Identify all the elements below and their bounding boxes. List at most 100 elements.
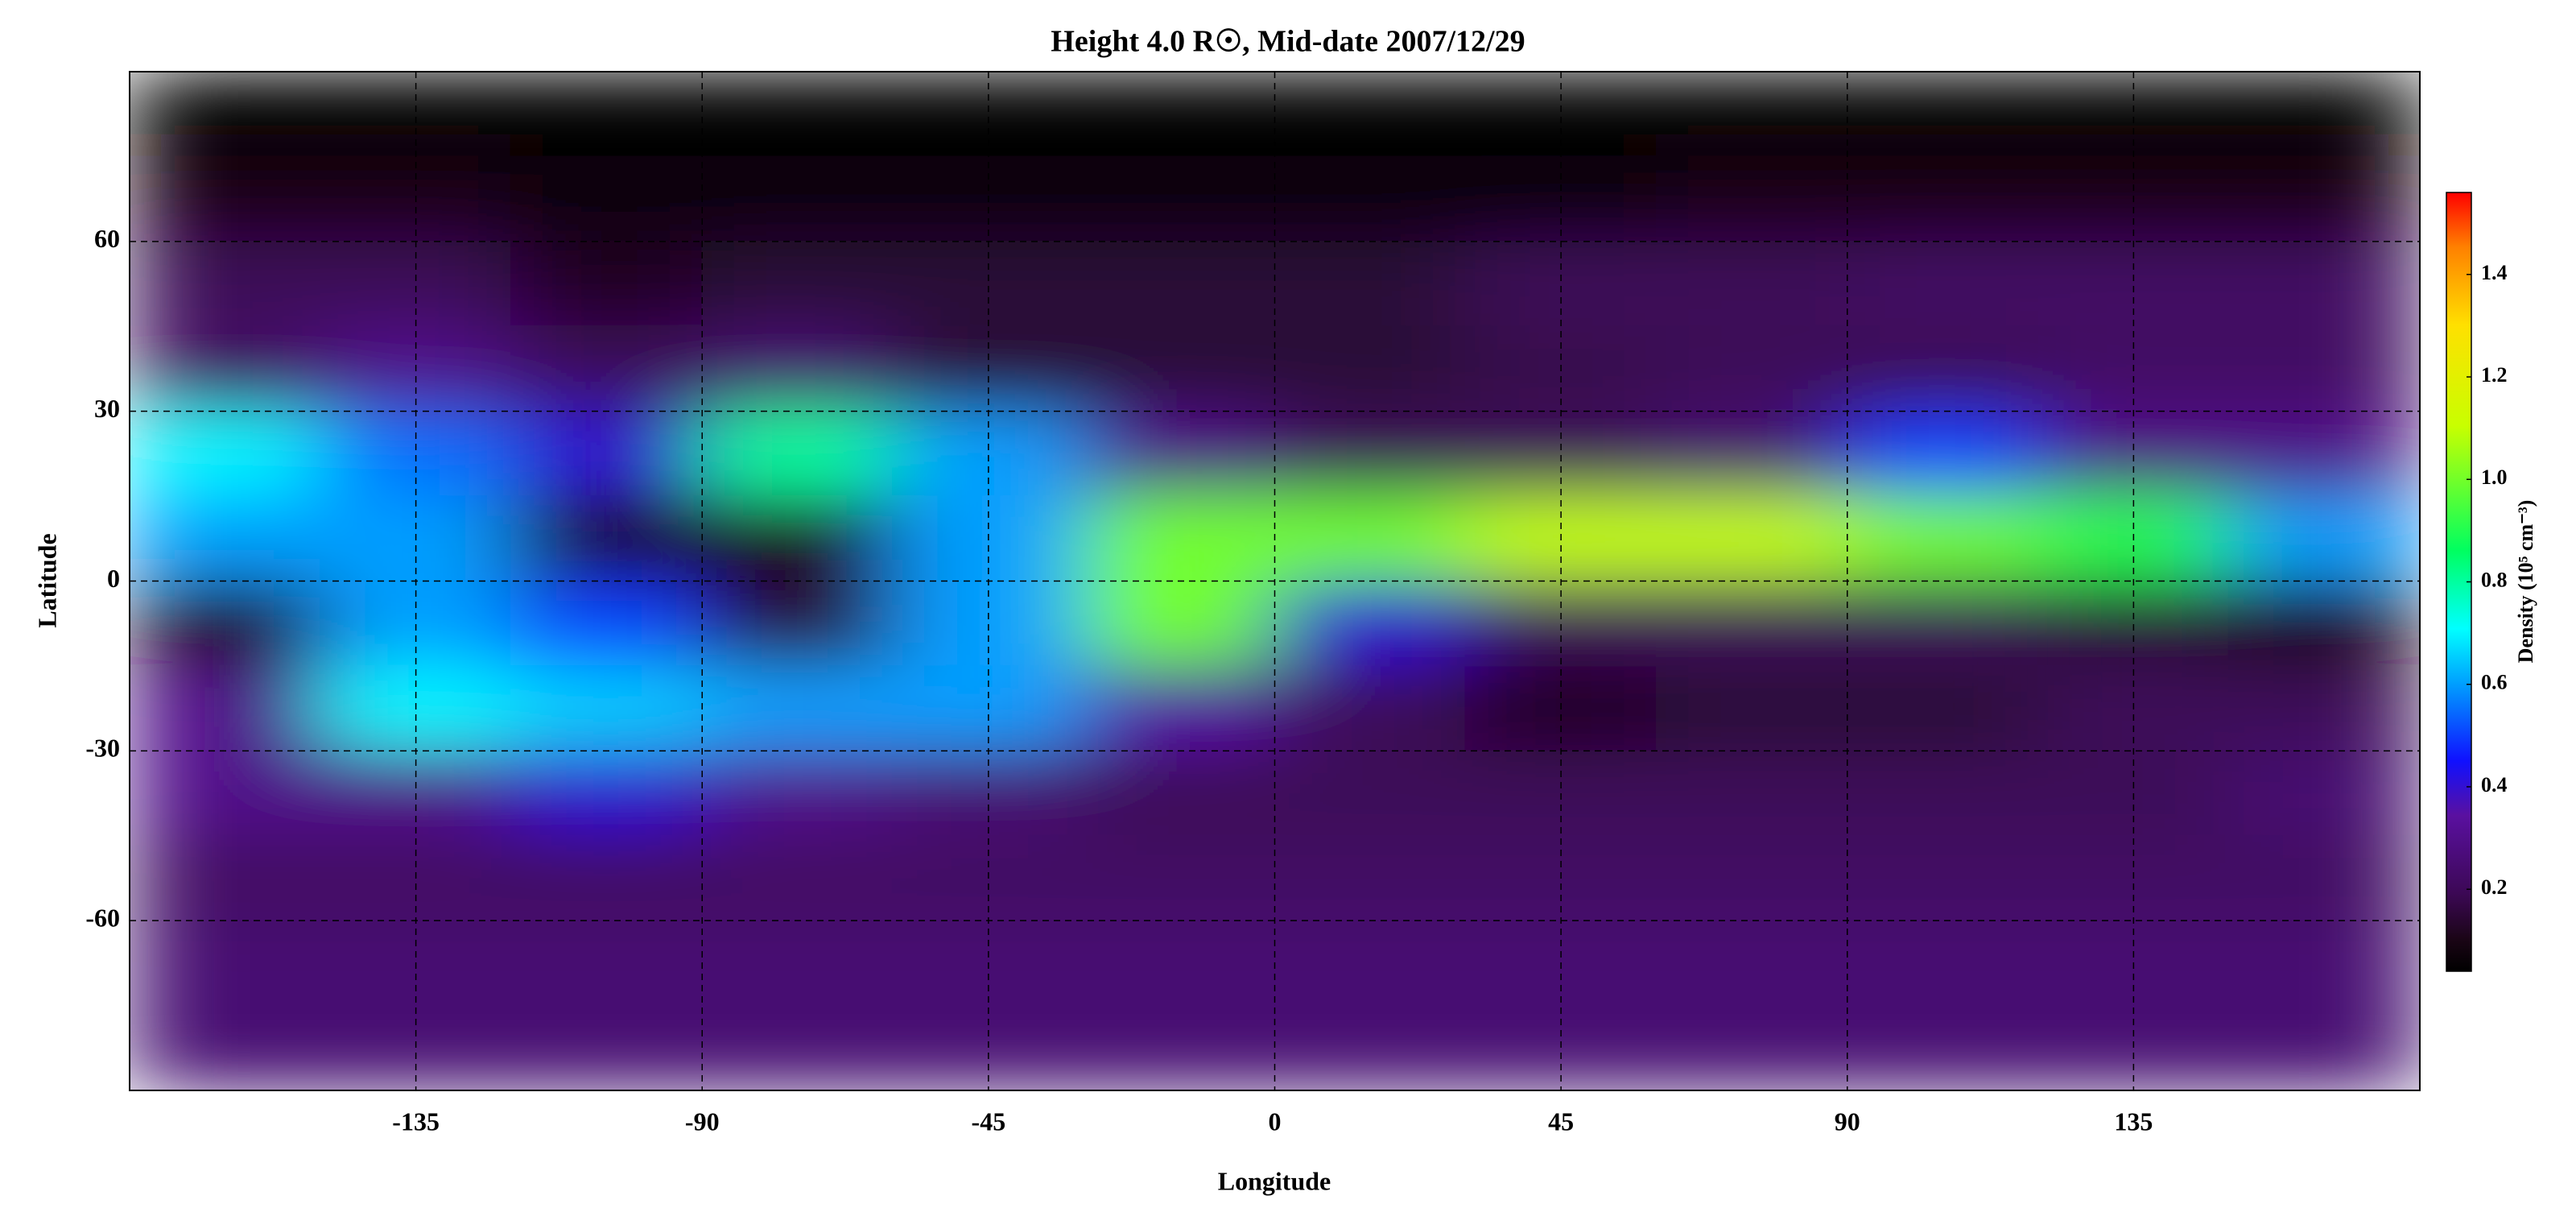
heat-cell — [701, 920, 894, 1007]
heat-cell — [510, 495, 704, 582]
heat-cell — [510, 1004, 704, 1090]
heat-cell — [130, 1004, 322, 1090]
heat-cell — [130, 155, 322, 242]
heat-cell — [701, 580, 894, 667]
colorbar-label: Density (10⁵ cm⁻³) — [2514, 500, 2537, 664]
heat-cell — [130, 664, 322, 752]
colorbar-tick-label: 1.2 — [2481, 363, 2508, 387]
colorbar-tick-label: 0.6 — [2481, 671, 2508, 694]
x-tick-label: -90 — [685, 1107, 720, 1136]
heat-cell — [2227, 664, 2420, 752]
heat-cell — [1846, 920, 2039, 1007]
y-tick-label: 30 — [94, 394, 120, 423]
heat-cell — [1274, 580, 1467, 667]
heat-cell — [510, 750, 704, 837]
heat-cell — [1846, 155, 2039, 242]
heat-cell — [510, 410, 704, 498]
colorbar-tick-label: 1.0 — [2481, 465, 2508, 489]
chart-title: Height 4.0 R☉, Mid-date 2007/12/29 — [1051, 25, 1525, 59]
heat-cell — [1274, 72, 1467, 158]
x-tick-label: -135 — [392, 1107, 440, 1136]
colorbar-tick-label: 1.4 — [2481, 261, 2508, 284]
heat-cell — [1846, 580, 2039, 667]
heat-cell — [2227, 580, 2420, 667]
heat-cell — [2227, 920, 2420, 1007]
heat-cell — [1274, 920, 1467, 1007]
heat-cell — [701, 155, 894, 242]
heat-cell — [510, 920, 704, 1007]
heat-cell — [1846, 240, 2039, 328]
heat-cell — [2227, 495, 2420, 582]
heat-cell — [1083, 325, 1276, 412]
heat-cell — [701, 750, 894, 837]
heat-cell — [1083, 72, 1276, 158]
heat-cell — [1655, 495, 1848, 582]
heat-cell — [1846, 834, 2039, 922]
heat-cell — [1083, 920, 1276, 1007]
x-tick-label: 90 — [1835, 1107, 1860, 1136]
y-tick-label: 0 — [107, 564, 120, 593]
heat-cell — [130, 325, 322, 412]
heat-cell — [701, 495, 894, 582]
heat-cell — [2227, 155, 2420, 242]
heat-cell — [510, 664, 704, 752]
heat-cell — [701, 410, 894, 498]
x-tick-label: -45 — [972, 1107, 1006, 1136]
heat-cell — [1083, 1004, 1276, 1090]
heat-cell — [1655, 1004, 1848, 1090]
colorbar-tick-label: 0.4 — [2481, 773, 2508, 796]
colorbar-tick-label: 0.8 — [2481, 568, 2508, 591]
y-tick-label: -30 — [85, 734, 120, 763]
x-tick-label: 45 — [1548, 1107, 1574, 1136]
heat-cell — [1655, 410, 1848, 498]
heat-cell — [1274, 834, 1467, 922]
heat-cell — [1274, 750, 1467, 837]
plot-frame — [129, 71, 2421, 1091]
heat-cell — [130, 920, 322, 1007]
heat-cell — [1083, 664, 1276, 752]
heat-cell — [1846, 664, 2039, 752]
heat-cell — [2227, 72, 2420, 158]
y-axis-label: Latitude — [32, 533, 61, 627]
heat-cell — [1083, 580, 1276, 667]
heat-cell — [2227, 240, 2420, 328]
heat-cell — [701, 1004, 894, 1090]
heat-cell — [1274, 495, 1467, 582]
heat-cell — [1274, 410, 1467, 498]
heat-cell — [1655, 240, 1848, 328]
heat-cell — [2227, 325, 2420, 412]
heat-cell — [1083, 750, 1276, 837]
heat-cell — [1846, 325, 2039, 412]
heat-cell — [510, 580, 704, 667]
heat-cell — [1655, 834, 1848, 922]
heat-cell — [510, 155, 704, 242]
heat-cell — [1655, 155, 1848, 242]
heat-cell — [1274, 664, 1467, 752]
heat-cell — [1655, 325, 1848, 412]
heat-cell — [1655, 750, 1848, 837]
heat-cell — [1083, 240, 1276, 328]
heat-cell — [2227, 1004, 2420, 1090]
heat-cell — [1083, 410, 1276, 498]
heat-cell — [1083, 834, 1276, 922]
heat-cell — [1274, 1004, 1467, 1090]
heat-cell — [510, 72, 704, 158]
heat-cell — [701, 240, 894, 328]
heat-cell — [701, 664, 894, 752]
heat-cell — [1846, 750, 2039, 837]
heat-cell — [1655, 72, 1848, 158]
heat-cell — [130, 72, 322, 158]
heat-cell — [1274, 325, 1467, 412]
heat-cell — [2227, 834, 2420, 922]
grid — [130, 72, 2420, 1090]
y-tick-label: -60 — [85, 904, 120, 933]
heat-cell — [2227, 750, 2420, 837]
heat-cell — [1846, 72, 2039, 158]
y-tick-label: 60 — [94, 224, 120, 253]
heat-cell — [701, 834, 894, 922]
heat-cell — [1846, 410, 2039, 498]
heat-cell — [701, 72, 894, 158]
heat-cell — [1083, 495, 1276, 582]
heat-cell — [1274, 240, 1467, 328]
